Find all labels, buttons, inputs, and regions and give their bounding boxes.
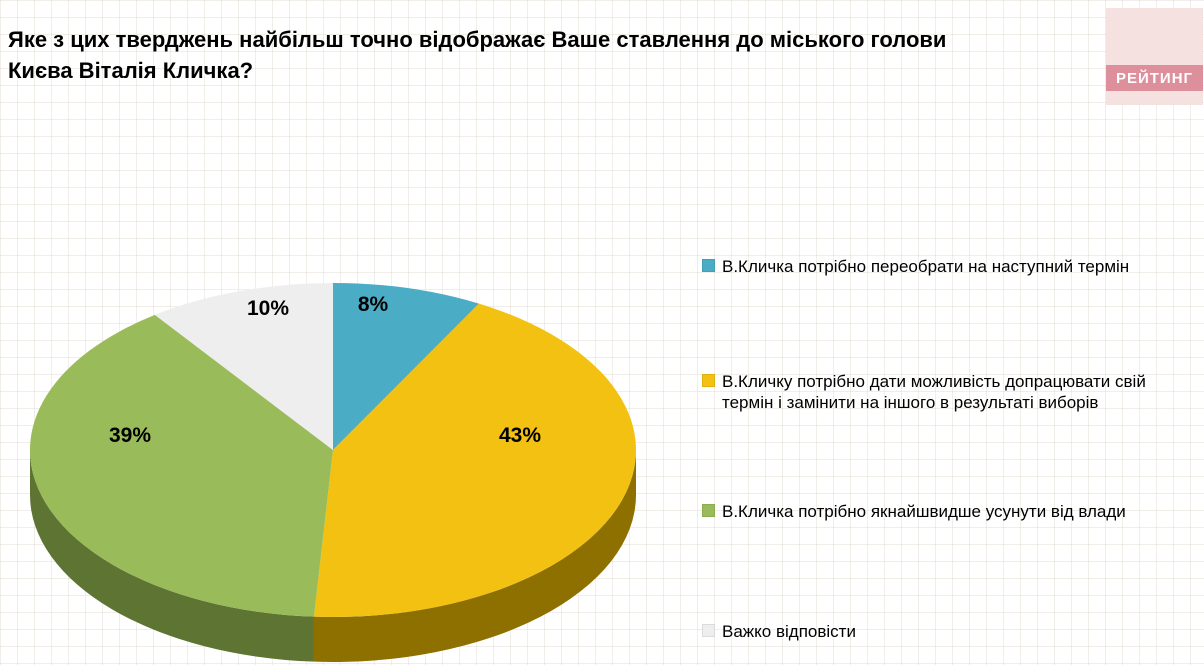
legend-label: Важко відповісти bbox=[722, 622, 856, 641]
page-title-line2: Києва Віталія Кличка? bbox=[8, 58, 254, 83]
legend-swatch-green bbox=[702, 504, 715, 517]
slice-label-reelect: 8% bbox=[357, 293, 389, 316]
legend-swatch-gray bbox=[702, 624, 715, 637]
legend-item: В.Кличку потрібно дати можливість допрац… bbox=[702, 371, 1194, 413]
legend-swatch-teal bbox=[702, 259, 715, 272]
pie-chart-svg bbox=[29, 283, 636, 662]
legend-swatch-yellow bbox=[702, 374, 715, 387]
rating-logo-text: РЕЙТИНГ bbox=[1106, 65, 1203, 91]
page-title: Яке з цих тверджень найбільш точно відоб… bbox=[8, 24, 1023, 86]
page-title-line1: Яке з цих тверджень найбільш точно відоб… bbox=[8, 27, 947, 52]
legend-label: В.Кличка потрібно якнайшвидше усунути ві… bbox=[722, 502, 1126, 521]
legend-item: Важко відповісти bbox=[702, 621, 1194, 642]
legend-item: В.Кличка потрібно переобрати на наступни… bbox=[702, 256, 1194, 277]
legend-item: В.Кличка потрібно якнайшвидше усунути ві… bbox=[702, 501, 1194, 522]
rating-logo: РЕЙТИНГ bbox=[1106, 8, 1203, 105]
slice-label-remove: 39% bbox=[108, 424, 152, 447]
slice-label-hard-to-say: 10% bbox=[246, 297, 290, 320]
slice-label-finish-term: 43% bbox=[498, 424, 542, 447]
legend-label: В.Кличка потрібно переобрати на наступни… bbox=[722, 257, 1130, 276]
legend: В.Кличка потрібно переобрати на наступни… bbox=[702, 0, 1196, 665]
legend-label: В.Кличку потрібно дати можливість допрац… bbox=[722, 372, 1146, 412]
